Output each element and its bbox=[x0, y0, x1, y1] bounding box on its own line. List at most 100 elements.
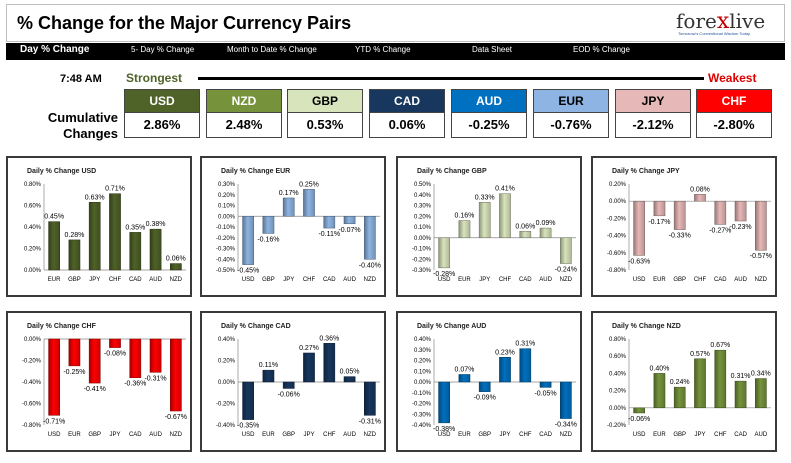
y-tick-label: 0.40% bbox=[24, 225, 42, 231]
data-label: -0.17% bbox=[648, 219, 670, 226]
x-tick-label: JPY bbox=[303, 432, 314, 438]
bar bbox=[68, 239, 81, 271]
nav-ytd-change[interactable]: YTD % Change bbox=[355, 45, 411, 54]
data-label: -0.11% bbox=[318, 231, 340, 238]
nav-5day-change[interactable]: 5- Day % Change bbox=[131, 45, 195, 54]
bar bbox=[478, 381, 491, 392]
x-tick-label: NZD bbox=[560, 277, 573, 283]
data-label: -0.23% bbox=[729, 224, 751, 231]
bar bbox=[734, 380, 747, 409]
x-tick-label: CAD bbox=[714, 277, 727, 283]
bar bbox=[303, 352, 315, 383]
currency-box-gbp: GBP 0.53% bbox=[287, 89, 363, 139]
y-tick-label: -0.60% bbox=[607, 251, 627, 257]
x-tick-label: GBP bbox=[68, 277, 81, 283]
data-label: 0.06% bbox=[166, 256, 186, 263]
bar bbox=[755, 378, 767, 409]
x-tick-label: GBP bbox=[88, 432, 101, 438]
currency-cumulative-value: 2.86% bbox=[124, 113, 200, 138]
forexlive-logo[interactable]: forexlive Tomorrow's Conventional Wisdom… bbox=[674, 9, 772, 39]
bar bbox=[560, 381, 572, 419]
x-tick-label: USD bbox=[633, 277, 646, 283]
chart-title: Daily % Change JPY bbox=[612, 168, 680, 175]
x-tick-label: CAD bbox=[539, 432, 552, 438]
data-label: 0.34% bbox=[751, 371, 771, 378]
data-label: 0.16% bbox=[454, 213, 474, 220]
data-label: 0.33% bbox=[475, 194, 495, 201]
y-tick-label: -0.10% bbox=[412, 391, 432, 397]
y-tick-label: 0.80% bbox=[609, 337, 627, 343]
bar bbox=[48, 221, 60, 271]
data-label: -0.31% bbox=[359, 418, 381, 425]
data-label: -0.67% bbox=[165, 414, 187, 421]
bar bbox=[499, 357, 511, 383]
bar bbox=[343, 376, 356, 383]
currency-box-nzd: NZD 2.48% bbox=[206, 89, 282, 139]
x-tick-label: AUD bbox=[343, 277, 356, 283]
currency-name: CAD bbox=[369, 89, 445, 113]
currency-cumulative-value: 2.48% bbox=[206, 113, 282, 138]
chart-title: Daily % Change GBP bbox=[417, 168, 487, 175]
bar bbox=[282, 197, 295, 217]
bar-chart: Daily % Change AUD -0.40% -0.30% -0.20% -0.1… bbox=[412, 323, 577, 438]
y-tick-label: 0.00% bbox=[24, 337, 42, 343]
bar-chart: Daily % Change CHF -0.80% -0.60% -0.40% -0.2… bbox=[22, 323, 187, 438]
data-label: -0.45% bbox=[237, 268, 259, 275]
data-label: 0.23% bbox=[495, 349, 515, 356]
data-label: 0.35% bbox=[125, 224, 145, 231]
nav-day-change[interactable]: Day % Change bbox=[20, 44, 90, 55]
bar bbox=[539, 381, 552, 388]
strongest-label: Strongest bbox=[126, 71, 183, 85]
y-tick-label: 0.20% bbox=[414, 359, 432, 365]
chart-title: Daily % Change EUR bbox=[221, 168, 290, 175]
data-label: 0.08% bbox=[690, 186, 710, 193]
currency-box-jpy: JPY -2.12% bbox=[615, 89, 691, 139]
data-label: -0.16% bbox=[257, 236, 279, 243]
data-label: 0.07% bbox=[454, 366, 474, 373]
bar bbox=[364, 216, 376, 260]
chart-panel: Daily % Change AUD -0.40% -0.30% -0.20% -0.1… bbox=[396, 311, 582, 452]
data-label: 0.25% bbox=[299, 181, 319, 188]
data-label: -0.27% bbox=[709, 227, 731, 234]
currency-box-aud: AUD -0.25% bbox=[451, 89, 527, 139]
x-tick-label: AUD bbox=[343, 432, 356, 438]
data-label: 0.67% bbox=[710, 342, 730, 349]
nav-month-to-date[interactable]: Month to Date % Change bbox=[227, 45, 317, 54]
chart-panel: Daily % Change USD 0.00% 0.20% 0.40% 0.60% 0.… bbox=[6, 156, 192, 297]
bar bbox=[499, 193, 511, 238]
data-label: -0.28% bbox=[433, 271, 455, 278]
data-label: 0.71% bbox=[105, 186, 125, 193]
bar bbox=[633, 407, 645, 414]
y-tick-label: 0.20% bbox=[24, 247, 42, 253]
x-tick-label: CHF bbox=[714, 432, 727, 438]
x-tick-label: GBP bbox=[478, 432, 491, 438]
y-tick-label: -0.80% bbox=[607, 268, 627, 274]
y-tick-label: 0.30% bbox=[414, 204, 432, 210]
bar bbox=[323, 216, 336, 229]
data-label: 0.06% bbox=[515, 223, 535, 230]
y-tick-label: -0.10% bbox=[412, 247, 432, 253]
currency-name: USD bbox=[124, 89, 200, 113]
bar-chart: Daily % Change NZD-0.20%0.00%0.20%0.40%0… bbox=[607, 323, 771, 438]
y-tick-label: 0.30% bbox=[218, 182, 236, 188]
x-tick-label: NZD bbox=[170, 277, 183, 283]
bar bbox=[560, 237, 572, 264]
bar bbox=[170, 338, 182, 412]
bar bbox=[458, 374, 471, 383]
bar bbox=[714, 200, 727, 225]
x-tick-label: NZD bbox=[755, 277, 768, 283]
y-tick-label: -0.20% bbox=[412, 257, 432, 263]
x-tick-label: AUD bbox=[755, 432, 768, 438]
x-tick-label: JPY bbox=[479, 277, 490, 283]
y-tick-label: -0.30% bbox=[216, 247, 236, 253]
y-tick-label: -0.40% bbox=[216, 257, 236, 263]
x-tick-label: CHF bbox=[109, 277, 122, 283]
bar bbox=[653, 200, 666, 217]
x-tick-label: CHF bbox=[694, 277, 707, 283]
data-label: -0.34% bbox=[555, 422, 577, 429]
chart-panel: Daily % Change NZD -0.20% 0.00% 0.20% 0.40% 0… bbox=[591, 311, 777, 452]
nav-eod-change[interactable]: EOD % Change bbox=[573, 45, 630, 54]
bar bbox=[242, 216, 254, 265]
nav-data-sheet[interactable]: Data Sheet bbox=[472, 45, 513, 54]
data-label: -0.63% bbox=[628, 258, 650, 265]
